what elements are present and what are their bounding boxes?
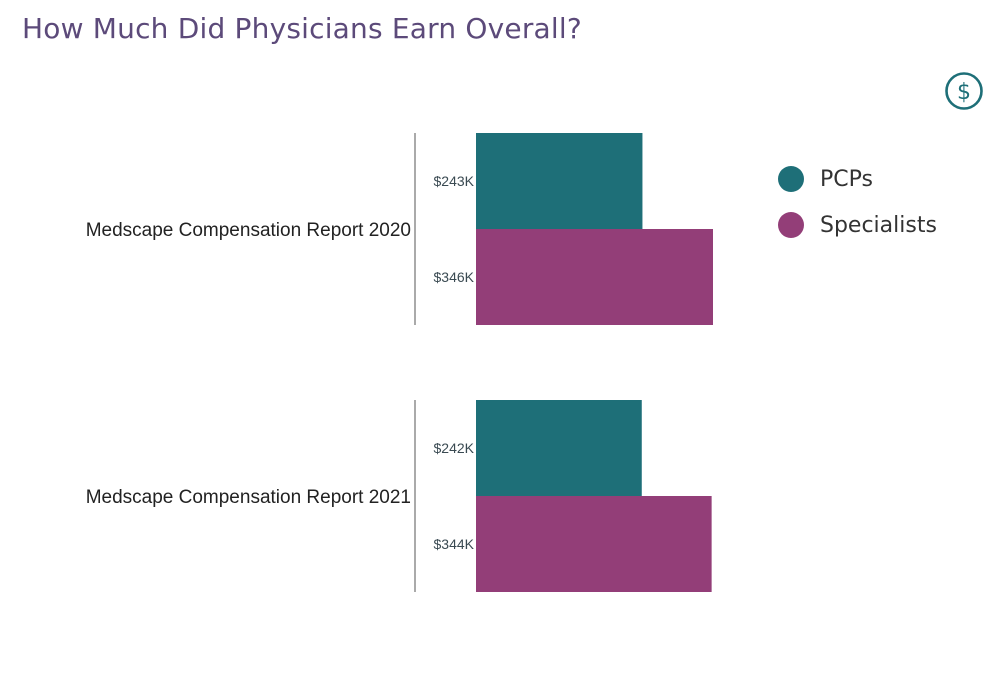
data-label: $344K <box>434 536 475 552</box>
legend-item: Specialists <box>778 210 937 240</box>
page-title: How Much Did Physicians Earn Overall? <box>22 12 582 45</box>
legend-swatch <box>778 166 804 192</box>
bar-chart: Medscape Compensation Report 2020 $243K $3… <box>86 133 713 592</box>
legend-item: PCPs <box>778 164 937 194</box>
legend-swatch <box>778 212 804 238</box>
legend-label: Specialists <box>820 212 937 238</box>
category-label: Medscape Compensation Report 2021 <box>86 487 411 508</box>
bar-pcps <box>476 400 642 496</box>
svg-text:$: $ <box>957 80 971 105</box>
dollar-circle-icon: $ <box>945 72 983 110</box>
data-label: $242K <box>434 440 475 456</box>
bar-specialists <box>476 496 712 592</box>
bar-pcps <box>476 133 643 229</box>
bar-specialists <box>476 229 713 325</box>
category-label: Medscape Compensation Report 2020 <box>86 220 411 241</box>
data-label: $346K <box>434 269 475 285</box>
legend-label: PCPs <box>820 166 873 192</box>
chart-legend: PCPs Specialists <box>778 164 937 256</box>
data-label: $243K <box>434 173 475 189</box>
